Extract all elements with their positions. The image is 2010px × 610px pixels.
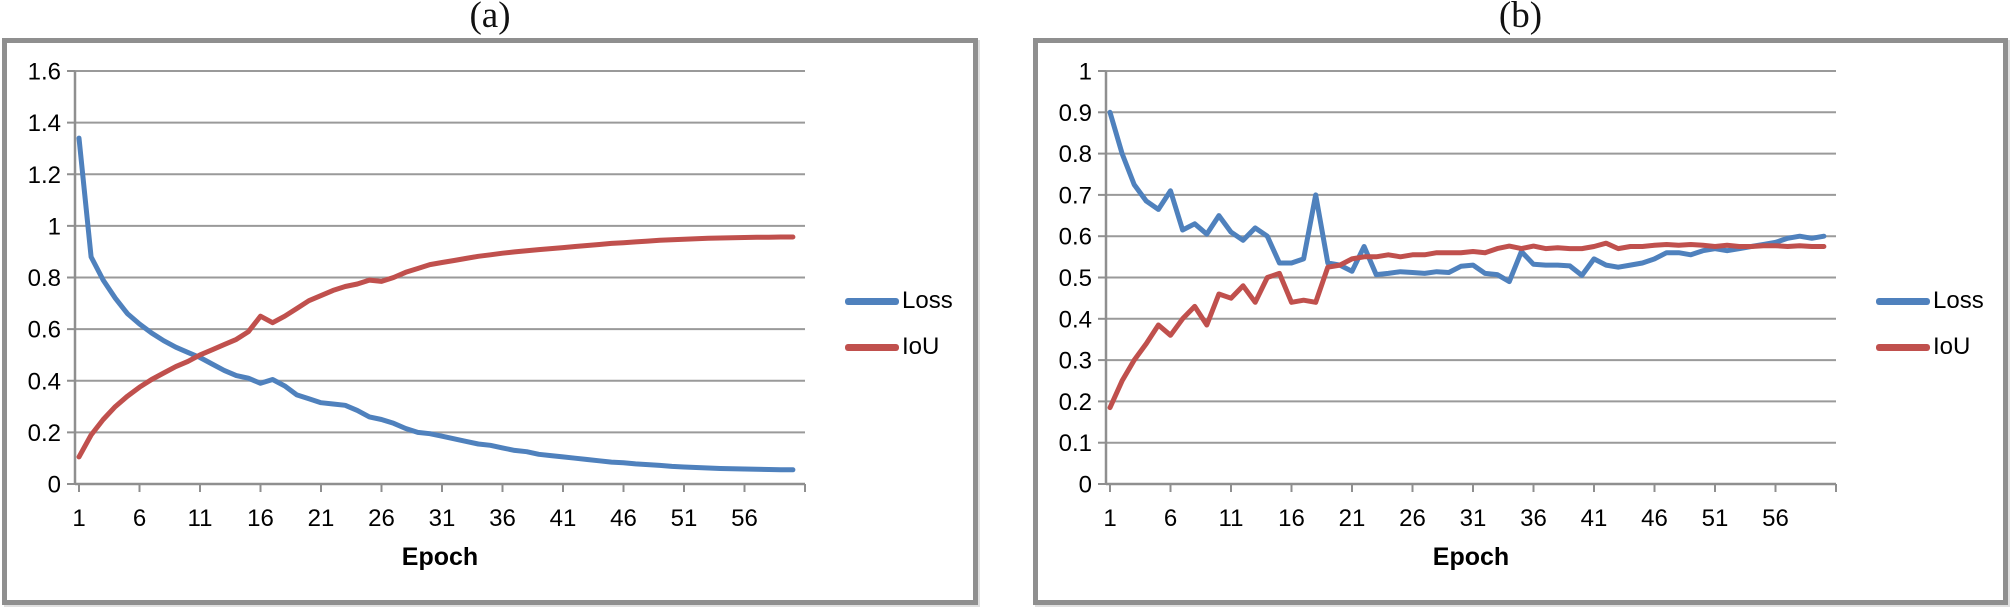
x-tick-label: 56 bbox=[1762, 505, 1789, 532]
gridlines bbox=[75, 70, 805, 485]
y-tick-label: 1 bbox=[1079, 59, 1092, 86]
x-tick-label: 26 bbox=[368, 505, 395, 532]
legend-item-iou: IoU bbox=[845, 333, 953, 361]
loss-line-swatch bbox=[845, 297, 899, 305]
x-tick-label: 1 bbox=[1103, 505, 1116, 532]
y-tick-label: 0.7 bbox=[1059, 182, 1092, 209]
x-tick-label: 6 bbox=[133, 505, 146, 532]
chart-b-canvas: 00.10.20.30.40.50.60.70.80.911 6 11 16 21 26 3… bbox=[1059, 59, 1837, 532]
x-tick-label: 41 bbox=[1581, 505, 1608, 532]
legend-label-loss: Loss bbox=[902, 287, 953, 314]
chart-a-legend: Loss IoU bbox=[845, 287, 953, 379]
chart-panel-a: 0 0.2 0.4 0.6 0.8 1 1.2 1.4 1.6 1 6 11 16 21 26 31 36 41 4… bbox=[2, 38, 978, 605]
y-tick-label: 0.1 bbox=[1059, 430, 1092, 457]
y-tick-label: 0.5 bbox=[1059, 265, 1092, 292]
chart-a-title: (a) bbox=[469, 0, 511, 36]
x-tick-label: 46 bbox=[610, 505, 637, 532]
y-tick-label: 1.6 bbox=[28, 59, 61, 86]
y-tick-label: 1 bbox=[48, 213, 61, 240]
axes bbox=[67, 70, 806, 492]
legend-item-loss: Loss bbox=[1876, 287, 1984, 315]
chart-b-x-axis-label: Epoch bbox=[1432, 543, 1510, 571]
x-tick-label: 41 bbox=[550, 505, 577, 532]
y-tick-label: 0.2 bbox=[28, 420, 61, 447]
chart-a-x-axis-label: Epoch bbox=[401, 543, 479, 571]
x-tick-label: 31 bbox=[429, 505, 456, 532]
y-tick-label: 0.8 bbox=[1059, 141, 1092, 168]
x-tick-label: 26 bbox=[1399, 505, 1426, 532]
x-tick-label: 31 bbox=[1460, 505, 1487, 532]
y-tick-label: 1.2 bbox=[28, 162, 61, 189]
x-tick-label: 36 bbox=[1520, 505, 1547, 532]
chart-b-legend: Loss IoU bbox=[1876, 287, 1984, 379]
y-tick-label: 0.9 bbox=[1059, 100, 1092, 127]
x-tick-label: 46 bbox=[1641, 505, 1668, 532]
iou-line-swatch bbox=[1876, 343, 1930, 351]
x-tick-label: 6 bbox=[1164, 505, 1177, 532]
x-tick-label: 21 bbox=[1339, 505, 1366, 532]
loss-line-swatch bbox=[1876, 297, 1930, 305]
legend-item-loss: Loss bbox=[845, 287, 953, 315]
x-tick-label: 1 bbox=[72, 505, 85, 532]
x-tick-label: 16 bbox=[247, 505, 274, 532]
y-tick-label: 0 bbox=[1079, 472, 1092, 499]
y-tick-label: 0 bbox=[48, 472, 61, 499]
x-tick-label: 51 bbox=[671, 505, 698, 532]
x-tick-label: 21 bbox=[308, 505, 335, 532]
chart-panel-b: 0 0.1 0.2 0.3 0.4 0.5 0.6 0.7 0.8 0.9 1 1 6 11 16 21 26 3… bbox=[1033, 38, 2008, 605]
b-loss-line bbox=[1107, 109, 1827, 285]
chart-a-canvas: 00.20.40.60.811.21.41.61 6 11 16 21 26 31 36 41 4… bbox=[28, 59, 806, 532]
x-tick-label: 36 bbox=[489, 505, 516, 532]
y-tick-label: 1.4 bbox=[28, 110, 61, 137]
legend-label-iou: IoU bbox=[902, 333, 940, 360]
axes bbox=[1098, 70, 1837, 492]
legend-label-loss: Loss bbox=[1933, 287, 1984, 314]
y-tick-label: 0.3 bbox=[1059, 348, 1092, 375]
y-tick-label: 0.6 bbox=[1059, 224, 1092, 251]
legend-label-iou: IoU bbox=[1933, 333, 1971, 360]
y-tick-label: 0.8 bbox=[28, 265, 61, 292]
x-tick-label: 56 bbox=[731, 505, 758, 532]
y-tick-label: 0.4 bbox=[1059, 306, 1092, 333]
y-tick-label: 0.2 bbox=[1059, 389, 1092, 416]
legend-item-iou: IoU bbox=[1876, 333, 1984, 361]
y-tick-label: 0.6 bbox=[28, 317, 61, 344]
chart-b-title: (b) bbox=[1498, 0, 1543, 36]
iou-line-swatch bbox=[845, 343, 899, 351]
x-tick-label: 11 bbox=[1219, 505, 1244, 532]
y-tick-label: 0.4 bbox=[28, 368, 61, 395]
a-loss-line bbox=[76, 135, 796, 473]
a-iou-line bbox=[76, 234, 796, 460]
x-tick-label: 51 bbox=[1702, 505, 1729, 532]
gridlines bbox=[1106, 70, 1836, 485]
x-tick-label: 11 bbox=[188, 505, 213, 532]
b-iou-line bbox=[1107, 240, 1827, 411]
x-tick-label: 16 bbox=[1278, 505, 1305, 532]
